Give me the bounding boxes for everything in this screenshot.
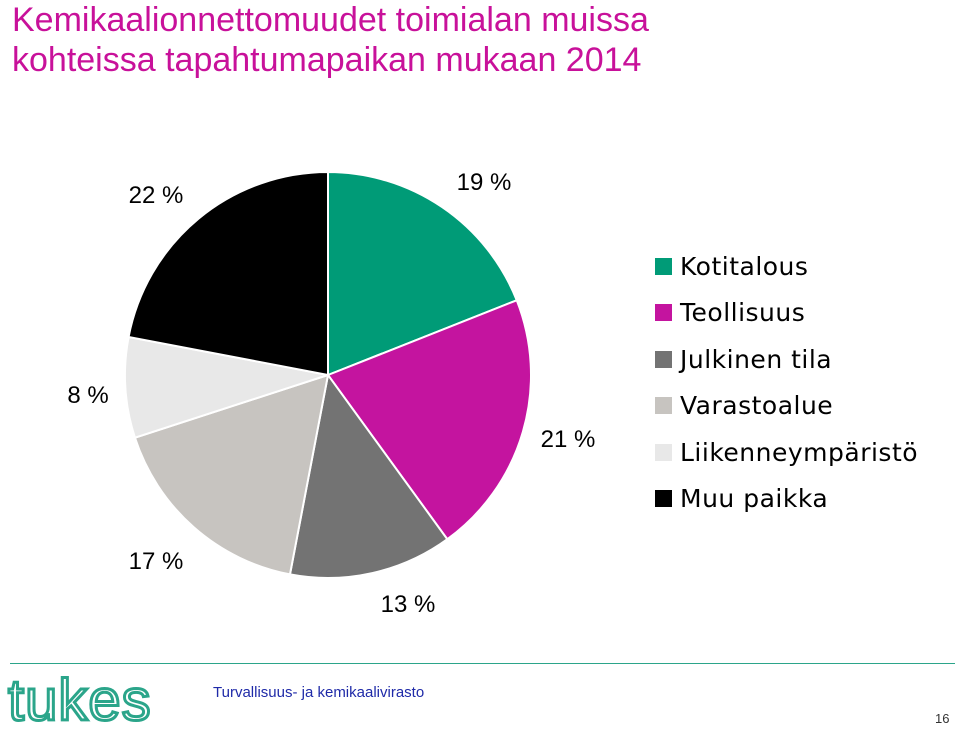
legend-item: Varastoalue: [655, 383, 918, 430]
legend-label: Kotitalous: [680, 251, 809, 281]
pie-slice-julkinen-tila: [288, 372, 449, 579]
title-line-1: Kemikaalionnettomuudet toimialan muissa: [12, 1, 649, 39]
legend-swatch: [655, 350, 672, 368]
legend-swatch: [655, 397, 672, 415]
slice-label-muu-paikka: 22 %: [129, 182, 184, 209]
page-title: Kemikaalionnettomuudet toimialan muissa …: [12, 0, 649, 80]
legend-item: Liikenneympäristö: [655, 429, 918, 476]
legend-label: Teollisuus: [680, 298, 806, 328]
slice-label-julkinen-tila: 13 %: [381, 591, 436, 618]
footer-divider: [10, 663, 955, 664]
title-line-2: kohteissa tapahtumapaikan mukaan 2014: [12, 41, 642, 79]
legend-label: Liikenneympäristö: [680, 437, 919, 467]
slice-label-varastoalue: 17 %: [129, 548, 184, 575]
legend-swatch: [655, 304, 672, 322]
legend-label: Julkinen tila: [680, 344, 833, 374]
legend-swatch: [655, 443, 672, 461]
legend-swatch: [655, 257, 672, 275]
slice-label-kotitalous: 19 %: [457, 169, 512, 196]
legend-item: Kotitalous: [655, 243, 918, 290]
legend-label: Varastoalue: [680, 391, 834, 421]
pie-slice-kotitalous: [327, 170, 519, 377]
legend-label: Muu paikka: [680, 484, 829, 514]
pie-slice-varastoalue: [133, 373, 330, 576]
page-number: 16: [935, 711, 950, 726]
legend-item: Teollisuus: [655, 290, 918, 337]
legend-item: Julkinen tila: [655, 336, 918, 383]
pie-slice-liikenneympäristö: [124, 335, 329, 439]
slice-label-teollisuus: 21 %: [541, 426, 596, 453]
slice-label-liikenneympäristö: 8 %: [67, 382, 108, 409]
legend-swatch: [655, 490, 672, 508]
pie-slice-muu-paikka: [127, 170, 329, 377]
legend-item: Muu paikka: [655, 476, 918, 523]
tukes-logo: tukes: [7, 668, 153, 733]
pie-slice-teollisuus: [326, 298, 532, 541]
chart-legend: Kotitalous Teollisuus Julkinen tila Varasto…: [655, 243, 918, 522]
organization-name: Turvallisuus- ja kemikaalivirasto: [213, 684, 425, 701]
